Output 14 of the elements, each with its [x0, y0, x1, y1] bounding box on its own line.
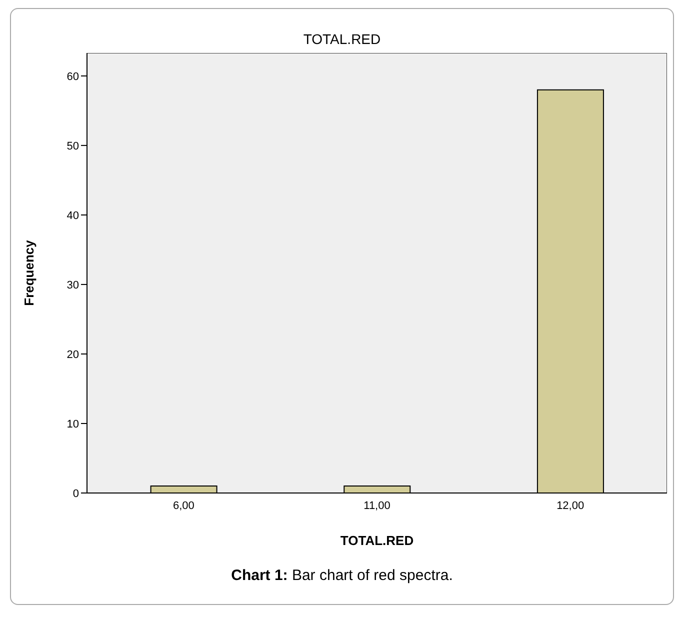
y-axis-title: Frequency [22, 239, 37, 306]
x-tick-label: 11,00 [364, 500, 390, 512]
y-tick-label: 10 [66, 418, 79, 430]
x-axis-title: TOTAL.RED [340, 533, 414, 548]
y-tick-label: 20 [66, 348, 79, 361]
x-tick-label: 12,00 [556, 500, 584, 512]
y-tick-label: 40 [66, 210, 79, 222]
y-tick-label: 60 [66, 70, 79, 83]
y-tick-label: 30 [66, 279, 79, 292]
x-tick-label: 6,00 [172, 500, 194, 512]
y-tick-label: 0 [72, 488, 79, 500]
caption: Chart 1: Bar chart of red spectra. [231, 567, 453, 584]
y-tick-label: 50 [66, 140, 79, 152]
chart-title: TOTAL.RED [302, 31, 382, 49]
